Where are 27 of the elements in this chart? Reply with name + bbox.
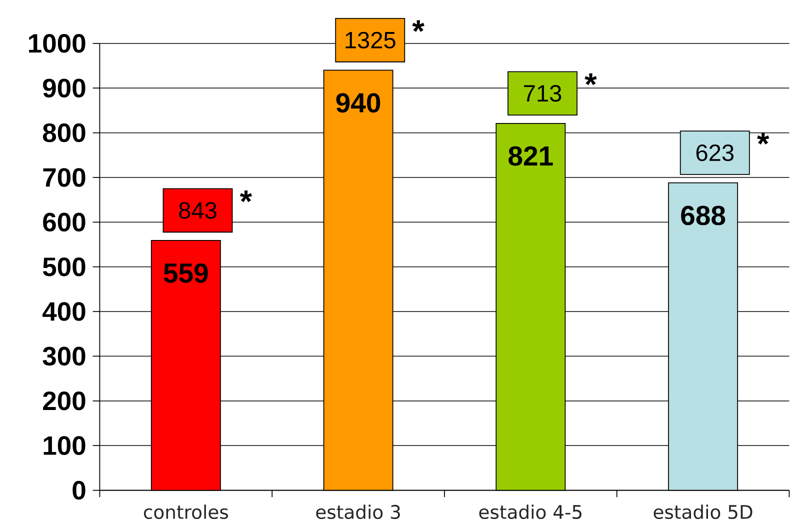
y-tick-label: 300 [42,346,86,366]
annotation: * [757,132,770,145]
y-tick-label: 1000 [29,34,86,53]
y-tick-label: 500 [42,258,86,276]
y-tick-label: 900 [43,78,86,98]
annotation: 623 [696,144,734,162]
x-tick-label: controles [144,504,228,520]
data-label: 940 [336,93,380,113]
annotation: * [240,190,252,202]
annotation: 1325 [346,32,396,49]
y-tick-label: 800 [42,124,86,142]
y-tick-label: 400 [42,302,86,322]
y-tick-label: 0 [72,480,86,500]
annotation: * [584,74,597,86]
x-tick-label: estadio 5D [654,504,752,520]
data-label: 821 [508,146,553,166]
data-label: 559 [164,263,208,283]
data-label: 688 [681,206,726,226]
y-tick-label: 600 [43,212,86,232]
annotation: 713 [524,85,562,102]
annotation: 843 [179,202,216,219]
y-tick-label: 200 [43,392,86,410]
x-tick-label: estadio 3 [316,504,400,520]
y-tick-label: 100 [44,436,86,456]
text: * [412,20,424,32]
x-tick-label: estadio 4-5 [479,504,582,520]
y-tick-label: 700 [43,168,86,187]
